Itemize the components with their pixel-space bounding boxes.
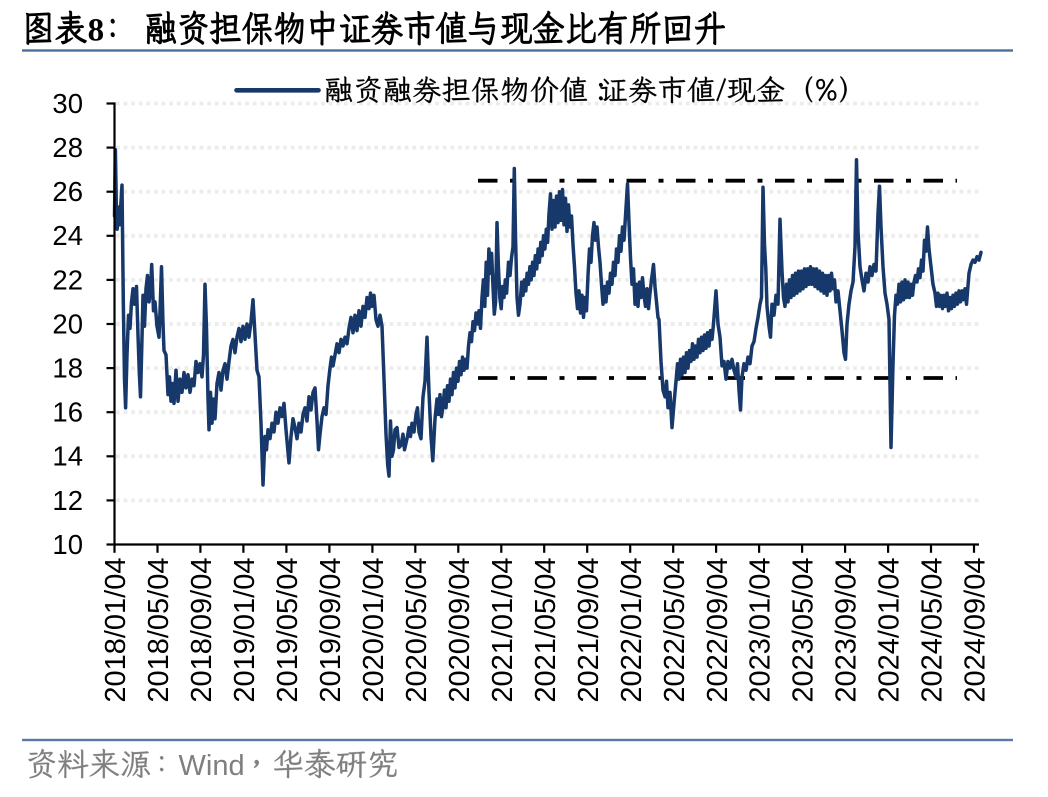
svg-text:2020/01/04: 2020/01/04 <box>358 558 390 703</box>
svg-text:2019/05/04: 2019/05/04 <box>272 558 304 703</box>
svg-text:Wind: Wind <box>179 750 245 782</box>
svg-text:2022/09/04: 2022/09/04 <box>702 558 734 703</box>
svg-text:2022/05/04: 2022/05/04 <box>659 558 691 703</box>
svg-text:2024/05/04: 2024/05/04 <box>917 558 949 703</box>
svg-text:2018/09/04: 2018/09/04 <box>186 558 218 703</box>
svg-text:2021/05/04: 2021/05/04 <box>530 558 562 703</box>
svg-text:16: 16 <box>52 397 83 428</box>
svg-text:2019/09/04: 2019/09/04 <box>315 558 347 703</box>
svg-text:10: 10 <box>52 529 83 560</box>
svg-text:2023/09/04: 2023/09/04 <box>831 558 863 703</box>
svg-text:24: 24 <box>52 220 83 251</box>
svg-text:2023/05/04: 2023/05/04 <box>788 558 820 703</box>
svg-text:22: 22 <box>52 264 83 295</box>
svg-text:30: 30 <box>52 88 83 119</box>
svg-text:2021/09/04: 2021/09/04 <box>573 558 605 703</box>
svg-text:28: 28 <box>52 132 83 163</box>
svg-text:2024/01/04: 2024/01/04 <box>874 558 906 703</box>
svg-text:2024/09/04: 2024/09/04 <box>960 558 992 703</box>
svg-text:20: 20 <box>52 308 83 339</box>
svg-text:12: 12 <box>52 485 83 516</box>
svg-text:2020/05/04: 2020/05/04 <box>401 558 433 703</box>
svg-text:2023/01/04: 2023/01/04 <box>745 558 777 703</box>
svg-text:2021/01/04: 2021/01/04 <box>487 558 519 703</box>
svg-text:26: 26 <box>52 176 83 207</box>
svg-text:2018/01/04: 2018/01/04 <box>100 558 132 703</box>
svg-text:2020/09/04: 2020/09/04 <box>444 558 476 703</box>
svg-text:8: 8 <box>88 13 105 49</box>
svg-text:18: 18 <box>52 353 83 384</box>
svg-text:2018/05/04: 2018/05/04 <box>143 558 175 703</box>
svg-text:2019/01/04: 2019/01/04 <box>229 558 261 703</box>
svg-text:2022/01/04: 2022/01/04 <box>616 558 648 703</box>
svg-text:14: 14 <box>52 441 83 472</box>
